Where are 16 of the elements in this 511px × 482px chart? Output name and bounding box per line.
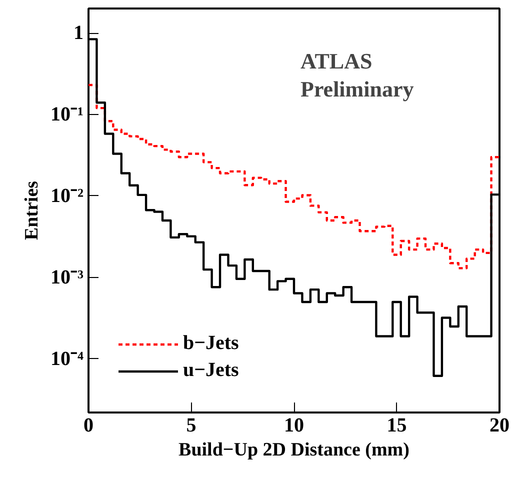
legend-label: b−Jets	[183, 332, 239, 355]
y-tick-label: 10⁻⁴	[50, 348, 84, 370]
x-tick-label: 10	[284, 414, 304, 436]
x-tick-label: 15	[386, 414, 407, 436]
x-axis-title: Build−Up 2D Distance (mm)	[178, 440, 410, 460]
y-tick-label: 10⁻¹	[50, 104, 84, 126]
x-tick-label: 20	[490, 414, 510, 436]
y-tick-label: 10⁻²	[50, 184, 84, 207]
x-tick-label: 5	[186, 414, 196, 436]
y-tick-label: 1	[74, 22, 84, 44]
y-axis-title: Entries	[22, 180, 43, 240]
legend-label: u−Jets	[183, 359, 239, 382]
x-tick-label: 0	[84, 414, 94, 436]
y-tick-label: 10⁻³	[50, 266, 84, 288]
annotation: Preliminary	[300, 76, 414, 102]
annotation: ATLAS	[300, 48, 372, 74]
